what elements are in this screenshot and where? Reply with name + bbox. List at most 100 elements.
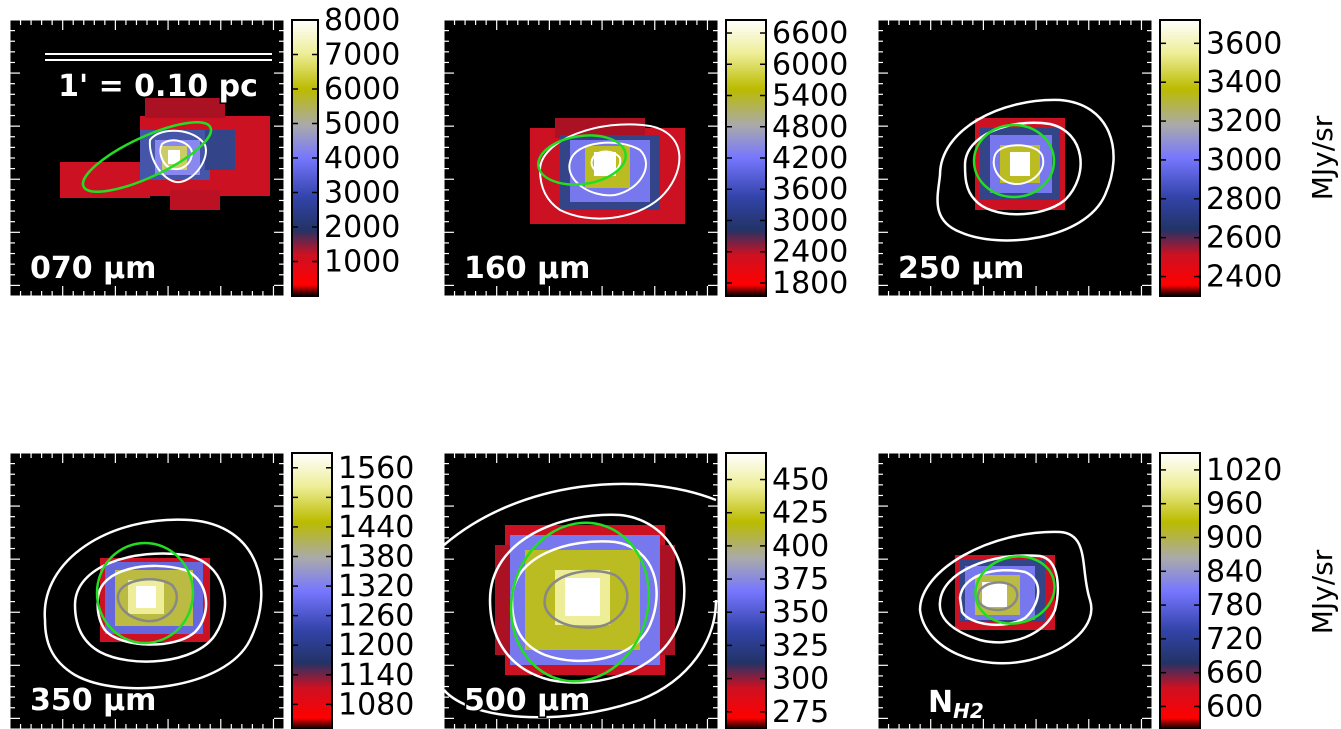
- colorbar-tick-label: 660: [1206, 656, 1263, 691]
- band-label: 160 μm: [464, 251, 590, 286]
- colorbar-tick-label: 325: [772, 628, 829, 663]
- colorbar-tick-label: 3200: [1206, 104, 1282, 139]
- panel-160um: 160 μm 180024003000360042004800540060006…: [443, 16, 848, 301]
- contour-outer: [538, 123, 681, 220]
- colorbar-tick-label: 2600: [1206, 221, 1282, 256]
- emission-pixels: [530, 118, 685, 224]
- colorbar-tick-label: 8000: [324, 3, 400, 38]
- colorbar-tick-label: 4800: [772, 110, 848, 145]
- band-label: NH2: [928, 685, 984, 723]
- colorbar-tick-label: 5400: [772, 79, 848, 114]
- beam-ellipse: [81, 121, 213, 193]
- band-label-subscript: H2: [953, 699, 984, 723]
- colorbar-tick-label: 1500: [338, 480, 414, 515]
- contour-mid: [73, 552, 227, 663]
- colorbar-tick-label: 2400: [1206, 260, 1282, 295]
- contour-inner-grey: [976, 581, 1019, 612]
- colorbar-tick-label: 375: [772, 562, 829, 597]
- colorbar-tick-label: 1000: [324, 245, 400, 280]
- band-label: 350 μm: [30, 683, 156, 718]
- beam-ellipse: [537, 134, 627, 186]
- scale-bar-label: 1' = 0.10 pc: [58, 69, 258, 104]
- image-area: 250 μm: [877, 19, 1153, 297]
- contour-outer: [148, 129, 207, 184]
- band-label: 070 μm: [30, 251, 156, 286]
- colorbar-tick-label: 2000: [324, 210, 400, 245]
- colorbar-tick-label: 7000: [324, 38, 400, 73]
- image-area: NH2: [877, 452, 1153, 729]
- image-area: 350 μm: [9, 452, 285, 729]
- emission-pixels: [495, 525, 675, 675]
- colorbar-tick-label: 1320: [338, 569, 414, 604]
- colorbar-tick-label: 1200: [338, 628, 414, 663]
- colorbar-tick-label: 2800: [1206, 182, 1282, 217]
- image-area: 1' = 0.10 pc 070 μm: [9, 19, 285, 297]
- colorbar-tick-label: 1260: [338, 599, 414, 634]
- colorbar-tick-label: 780: [1206, 588, 1263, 623]
- colorbar-ticks: 2400 2600 2800 3000 3200 3400 3600: [1160, 26, 1282, 295]
- colorbar-tick-label: 1560: [338, 451, 414, 486]
- colorbar-tick-label: 4200: [772, 141, 848, 176]
- colorbar-tick-label: 1080: [338, 687, 414, 722]
- colorbar-tick-label: 720: [1206, 622, 1263, 657]
- panel-250um: 250 μm 2400 2600 2800 3000 3200 3400 3600 MJy/…: [877, 19, 1339, 297]
- beam-ellipse: [974, 555, 1056, 625]
- contour-inner-white: [510, 540, 658, 663]
- beam-ellipse: [509, 521, 651, 683]
- colorbar-tick-label: 3000: [1206, 143, 1282, 178]
- colorbar-tick-label: 400: [772, 529, 829, 564]
- band-label: 250 μm: [898, 251, 1024, 286]
- band-label: 500 μm: [464, 683, 590, 718]
- colorbar-tick-label: 1800: [772, 266, 848, 301]
- colorbar-tick-label: 900: [1206, 520, 1263, 555]
- contour-inner: [159, 139, 194, 171]
- colorbar-tick-label: 3000: [772, 203, 848, 238]
- image-axis-ticks: [10, 20, 1152, 729]
- colorbar-tick-label: 5000: [324, 107, 400, 142]
- contour-inner: [590, 150, 622, 176]
- colorbar-tick-label: 3000: [324, 176, 400, 211]
- colorbar: 2400 2600 2800 3000 3200 3400 3600: [1159, 19, 1282, 297]
- colorbar-tick-label: 1380: [338, 540, 414, 575]
- colorbar-tick-label: 6000: [772, 47, 848, 82]
- scale-bar: 1' = 0.10 pc: [45, 53, 272, 106]
- unit-label: MJy/sr: [1306, 115, 1339, 200]
- panel-350um: 350 μm 108011401200126013201380144015001…: [9, 451, 414, 729]
- colorbar-tick-label: 350: [772, 595, 829, 630]
- colorbar-tick-label: 6600: [772, 16, 848, 51]
- colorbar-tick-label: 1140: [338, 658, 414, 693]
- colorbar-tick-label: 6000: [324, 72, 400, 107]
- colorbar-tick-label: 960: [1206, 487, 1263, 522]
- colorbar-tick-label: 3400: [1206, 65, 1282, 100]
- colorbar-tick-label: 2400: [772, 235, 848, 270]
- contour-outer: [43, 518, 263, 690]
- contour-mid: [488, 513, 686, 684]
- colorbar-tick-label: 1020: [1206, 453, 1282, 488]
- colorbar-tick-label: 3600: [1206, 26, 1282, 61]
- colorbar-tick-label: 450: [772, 463, 829, 498]
- image-area: 160 μm: [443, 19, 719, 297]
- beam-ellipse: [972, 123, 1056, 199]
- band-label-main: N: [928, 685, 953, 720]
- contour-inner-grey: [543, 569, 629, 629]
- contour-mid: [938, 554, 1060, 644]
- colorbar-tick-label: 275: [772, 695, 829, 729]
- contour-outer: [443, 482, 718, 719]
- contour-inner-grey: [116, 578, 178, 623]
- colorbar-tick-label: 600: [1206, 689, 1263, 724]
- colorbar-tick-label: 1440: [338, 510, 414, 545]
- colorbar-tick-label: 425: [772, 496, 829, 531]
- colorbar-tick-label: 840: [1206, 554, 1263, 589]
